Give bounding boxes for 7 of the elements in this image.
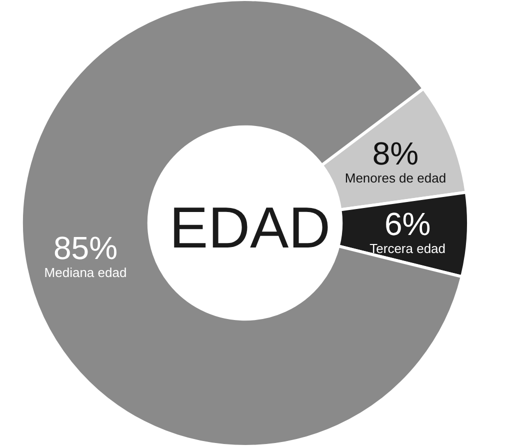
data-label: 6% — [384, 206, 431, 242]
slice-label: Menores de edad — [344, 170, 446, 186]
slice-label: Tercera edad — [370, 241, 446, 256]
data-label: 8% — [372, 135, 419, 172]
text: EDAD — [169, 196, 331, 260]
data-label: 85% — [53, 230, 118, 266]
slice-label: Mediana edad — [44, 265, 127, 280]
